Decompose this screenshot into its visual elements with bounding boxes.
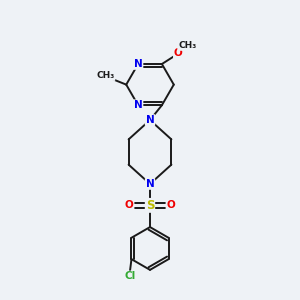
Text: O: O [174, 48, 183, 58]
Text: O: O [125, 200, 134, 210]
Text: Cl: Cl [124, 272, 136, 281]
Text: CH₃: CH₃ [178, 41, 196, 50]
Text: CH₃: CH₃ [96, 71, 115, 80]
Text: N: N [146, 115, 154, 125]
Text: N: N [134, 100, 142, 110]
Text: N: N [134, 59, 142, 69]
Text: N: N [146, 179, 154, 189]
Text: O: O [167, 200, 175, 210]
Text: S: S [146, 199, 154, 212]
